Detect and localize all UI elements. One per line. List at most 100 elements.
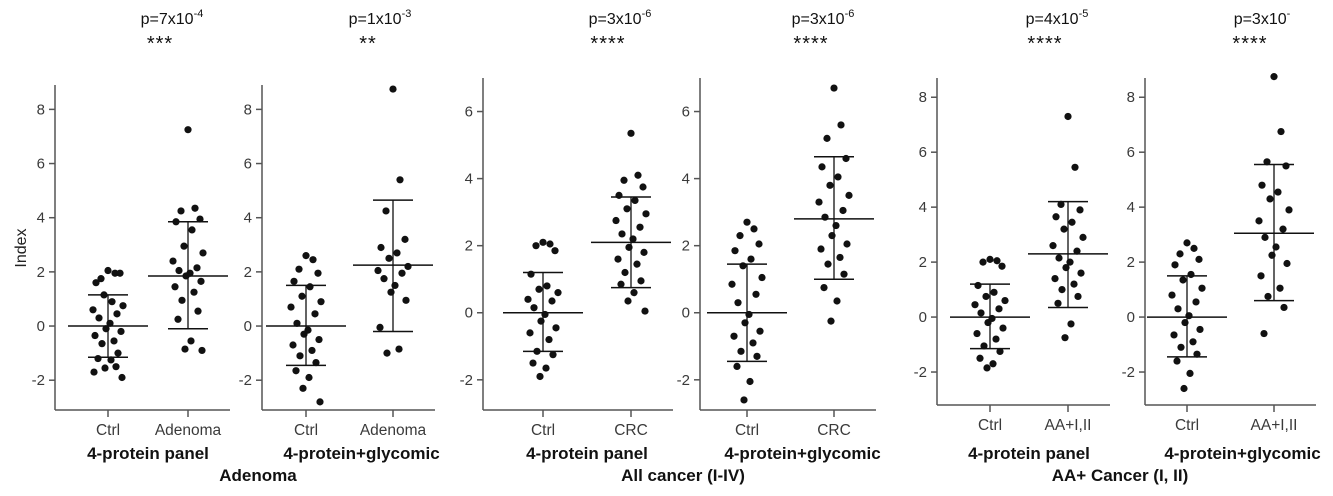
data-point	[1198, 284, 1206, 292]
data-point	[197, 277, 205, 285]
data-point	[996, 347, 1004, 356]
data-point	[113, 310, 121, 318]
data-point	[1260, 329, 1268, 338]
data-point	[198, 346, 206, 355]
data-point	[116, 269, 124, 277]
y-tick-label: 6	[1127, 144, 1135, 161]
data-point	[309, 256, 317, 264]
data-point	[1189, 338, 1197, 346]
y-tick-label: 4	[37, 210, 45, 227]
x-tick-label: AA+I,II	[1045, 417, 1092, 434]
x-tick-label: Ctrl	[294, 422, 318, 439]
p-value-base: p=3x10	[1234, 11, 1287, 28]
data-point	[1258, 181, 1266, 189]
data-point	[836, 253, 844, 262]
data-point	[92, 279, 100, 287]
data-point	[1276, 284, 1284, 292]
data-point	[1055, 254, 1063, 262]
y-tick-label: 8	[37, 101, 45, 118]
data-point	[535, 285, 543, 293]
y-tick-label: 8	[244, 101, 252, 118]
y-tick-label: 0	[682, 305, 690, 322]
scatter-panel-6: -2 0 2 4 6 8 Ctrl AA+I,II p=3x10- **** 4-protein+g…	[1122, 8, 1321, 463]
data-point	[830, 84, 838, 92]
p-value-exponent: -6	[845, 8, 855, 20]
data-point	[617, 280, 625, 288]
data-point	[992, 335, 1000, 343]
data-point	[187, 337, 195, 345]
data-point	[393, 249, 401, 257]
data-point	[824, 260, 832, 268]
y-tick-label: -2	[460, 372, 473, 389]
p-value-label: p=3x10-6	[589, 8, 652, 28]
data-point	[639, 183, 647, 191]
p-value-label: p=3x10-	[1234, 8, 1291, 28]
data-point	[758, 273, 766, 282]
data-point	[1283, 259, 1291, 268]
data-point	[529, 359, 537, 367]
data-point	[633, 260, 641, 268]
data-point	[1174, 305, 1182, 313]
data-point	[532, 242, 540, 250]
data-point	[199, 249, 207, 257]
x-tick-label: Adenoma	[360, 422, 427, 439]
data-point	[95, 314, 103, 322]
data-point	[733, 362, 741, 371]
data-point	[750, 225, 758, 233]
data-point	[974, 281, 982, 290]
data-point	[1255, 217, 1263, 225]
data-point	[621, 268, 629, 277]
data-point	[184, 126, 192, 134]
data-point	[730, 332, 738, 340]
data-point	[986, 255, 994, 263]
panel-subtitle: 4-protein+glycomic	[283, 444, 439, 463]
data-point	[1277, 127, 1285, 136]
data-point	[995, 305, 1003, 313]
data-point	[612, 216, 620, 225]
data-point	[999, 324, 1007, 332]
data-point	[739, 262, 747, 270]
data-point	[1179, 276, 1187, 284]
data-point	[552, 324, 560, 332]
data-point	[1049, 242, 1057, 250]
data-point	[539, 238, 547, 246]
significance-stars: ****	[1232, 33, 1267, 55]
data-point	[818, 163, 826, 171]
data-point	[524, 295, 532, 303]
x-tick-label: AA+I,II	[1251, 417, 1298, 434]
y-tick-label: 6	[919, 144, 927, 161]
x-tick-label: Ctrl	[735, 422, 759, 439]
data-point	[383, 349, 391, 357]
data-point	[401, 235, 409, 243]
data-point	[833, 297, 841, 305]
significance-stars: **	[359, 33, 377, 55]
data-point	[826, 181, 834, 189]
data-point	[1168, 291, 1176, 299]
data-point	[837, 121, 845, 129]
data-point	[196, 215, 204, 223]
data-point	[1270, 73, 1278, 81]
data-point	[843, 240, 851, 248]
y-tick-label: -2	[239, 372, 252, 389]
data-point	[1180, 384, 1188, 393]
data-point	[1061, 334, 1069, 342]
data-point	[111, 269, 119, 277]
panel-subtitle: 4-protein+glycomic	[1164, 444, 1320, 463]
data-point	[624, 297, 632, 305]
data-point	[101, 364, 109, 372]
y-tick-label: 4	[919, 199, 927, 216]
data-point	[1196, 325, 1204, 334]
data-point	[382, 207, 390, 215]
data-point	[989, 360, 997, 368]
p-value-base: p=3x10	[792, 11, 845, 28]
y-tick-label: 6	[682, 104, 690, 121]
panel-subtitle: 4-protein panel	[526, 444, 648, 463]
data-point	[749, 339, 757, 347]
data-point	[1176, 250, 1184, 258]
y-tick-label: -2	[914, 364, 927, 381]
data-point	[1187, 270, 1195, 279]
data-point	[177, 207, 185, 215]
y-tick-label: 8	[1127, 89, 1135, 106]
y-tick-label: 0	[465, 305, 473, 322]
